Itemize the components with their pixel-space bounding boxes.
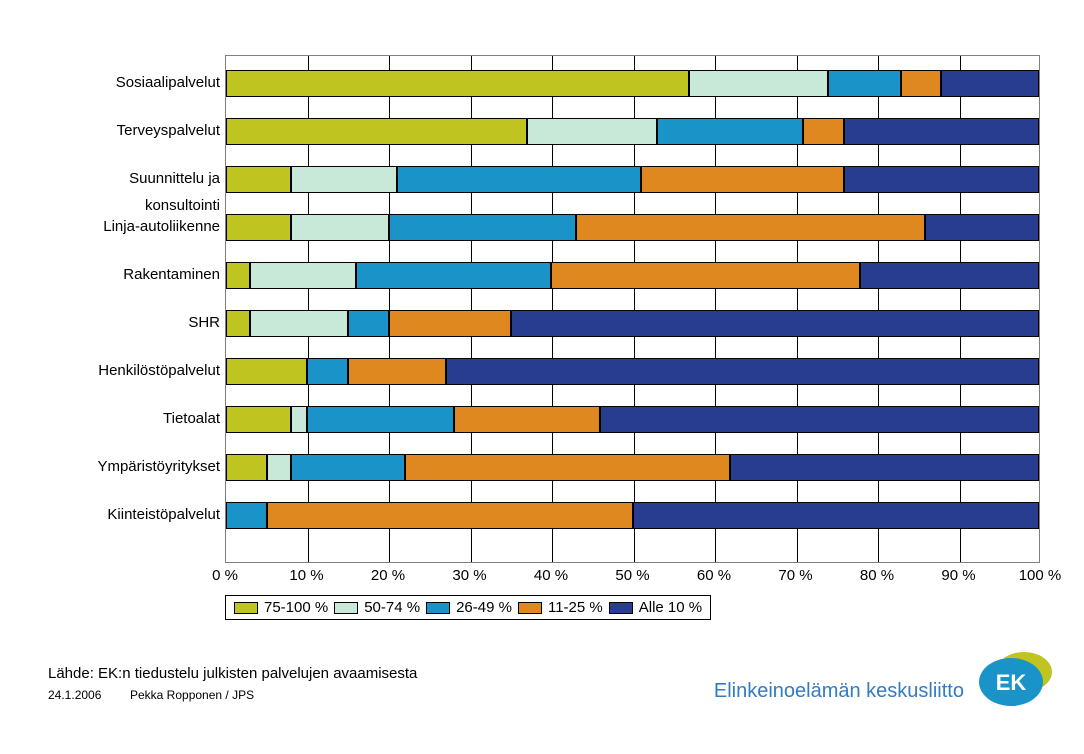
- date-text: 24.1.2006: [48, 688, 101, 702]
- bar-segment: [291, 406, 307, 433]
- bar-segment: [226, 454, 267, 481]
- category-label: Rakentaminen: [50, 261, 220, 288]
- category-label: Sosiaalipalvelut: [50, 69, 220, 96]
- bar-segment: [267, 502, 633, 529]
- bar-segment: [307, 406, 453, 433]
- x-tick-label: 70 %: [771, 567, 821, 584]
- bar-segment: [226, 310, 250, 337]
- x-tick-label: 10 %: [282, 567, 332, 584]
- bar-row: [226, 358, 1039, 385]
- bar-segment: [844, 118, 1039, 145]
- legend: 75-100 % 50-74 % 26-49 % 11-25 % Alle 10 %: [225, 595, 711, 620]
- bar-segment: [389, 310, 511, 337]
- bar-segment: [226, 406, 291, 433]
- bar-segment: [291, 214, 389, 241]
- category-label: SHR: [50, 309, 220, 336]
- x-tick-label: 90 %: [934, 567, 984, 584]
- bar-segment: [901, 70, 942, 97]
- bar-segment: [226, 214, 291, 241]
- bar-segment: [348, 310, 389, 337]
- bar-segment: [250, 310, 348, 337]
- bar-segment: [925, 214, 1039, 241]
- bar-segment: [250, 262, 356, 289]
- bar-segment: [576, 214, 926, 241]
- bar-segment: [551, 262, 860, 289]
- author-text: Pekka Ropponen / JPS: [130, 688, 254, 702]
- bar-row: [226, 502, 1039, 529]
- x-tick-label: 80 %: [852, 567, 902, 584]
- legend-label: 75-100 %: [264, 599, 328, 616]
- plot-area: [225, 55, 1040, 563]
- bar-segment: [226, 262, 250, 289]
- bar-segment: [226, 502, 267, 529]
- logo-text-svg: EK: [996, 670, 1027, 695]
- bar-segment: [844, 166, 1039, 193]
- bar-segment: [527, 118, 657, 145]
- ek-logo: EK: [976, 650, 1056, 710]
- bar-row: [226, 310, 1039, 337]
- bar-segment: [803, 118, 844, 145]
- legend-label: 50-74 %: [364, 599, 420, 616]
- legend-swatch: [609, 602, 633, 614]
- x-tick-label: 50 %: [608, 567, 658, 584]
- bar-segment: [226, 358, 307, 385]
- legend-swatch: [426, 602, 450, 614]
- bar-segment: [730, 454, 1039, 481]
- bar-row: [226, 214, 1039, 241]
- bar-segment: [828, 70, 901, 97]
- bar-segment: [267, 454, 291, 481]
- x-tick-label: 20 %: [363, 567, 413, 584]
- bar-segment: [689, 70, 827, 97]
- category-label: Kiinteistöpalvelut: [50, 501, 220, 528]
- bar-segment: [348, 358, 446, 385]
- category-label: Suunnittelu ja konsultointi: [50, 165, 220, 219]
- bar-segment: [511, 310, 1039, 337]
- x-tick-label: 40 %: [526, 567, 576, 584]
- x-tick-label: 60 %: [689, 567, 739, 584]
- bar-segment: [657, 118, 803, 145]
- bar-segment: [454, 406, 600, 433]
- bar-segment: [446, 358, 1039, 385]
- bar-segment: [600, 406, 1039, 433]
- legend-swatch: [234, 602, 258, 614]
- category-label: Tietoalat: [50, 405, 220, 432]
- bar-segment: [860, 262, 1039, 289]
- bar-segment: [291, 166, 397, 193]
- category-label: Terveyspalvelut: [50, 117, 220, 144]
- bar-segment: [226, 166, 291, 193]
- bar-segment: [405, 454, 730, 481]
- legend-label: 26-49 %: [456, 599, 512, 616]
- bar-row: [226, 70, 1039, 97]
- bar-segment: [291, 454, 405, 481]
- organization-name: Elinkeinoelämän keskusliitto: [714, 680, 964, 703]
- x-tick-label: 30 %: [445, 567, 495, 584]
- source-text: Lähde: EK:n tiedustelu julkisten palvelu…: [48, 665, 417, 682]
- category-label: Linja-autoliikenne: [50, 213, 220, 240]
- legend-swatch: [518, 602, 542, 614]
- bar-segment: [356, 262, 551, 289]
- bar-segment: [307, 358, 348, 385]
- bar-segment: [397, 166, 641, 193]
- bar-row: [226, 454, 1039, 481]
- bar-row: [226, 118, 1039, 145]
- legend-label: 11-25 %: [548, 599, 603, 616]
- x-tick-label: 100 %: [1015, 567, 1065, 584]
- bar-segment: [226, 118, 527, 145]
- bar-segment: [641, 166, 844, 193]
- category-label: Ympäristöyritykset: [50, 453, 220, 480]
- bar-row: [226, 406, 1039, 433]
- x-tick-label: 0 %: [200, 567, 250, 584]
- bar-row: [226, 166, 1039, 193]
- bar-segment: [226, 70, 689, 97]
- bar-segment: [389, 214, 576, 241]
- chart-container: Sosiaalipalvelut Terveyspalvelut Suunnitte…: [48, 55, 1048, 615]
- bar-row: [226, 262, 1039, 289]
- bar-segment: [633, 502, 1040, 529]
- bar-segment: [941, 70, 1039, 97]
- legend-swatch: [334, 602, 358, 614]
- legend-label: Alle 10 %: [639, 599, 702, 616]
- category-label: Henkilöstöpalvelut: [50, 357, 220, 384]
